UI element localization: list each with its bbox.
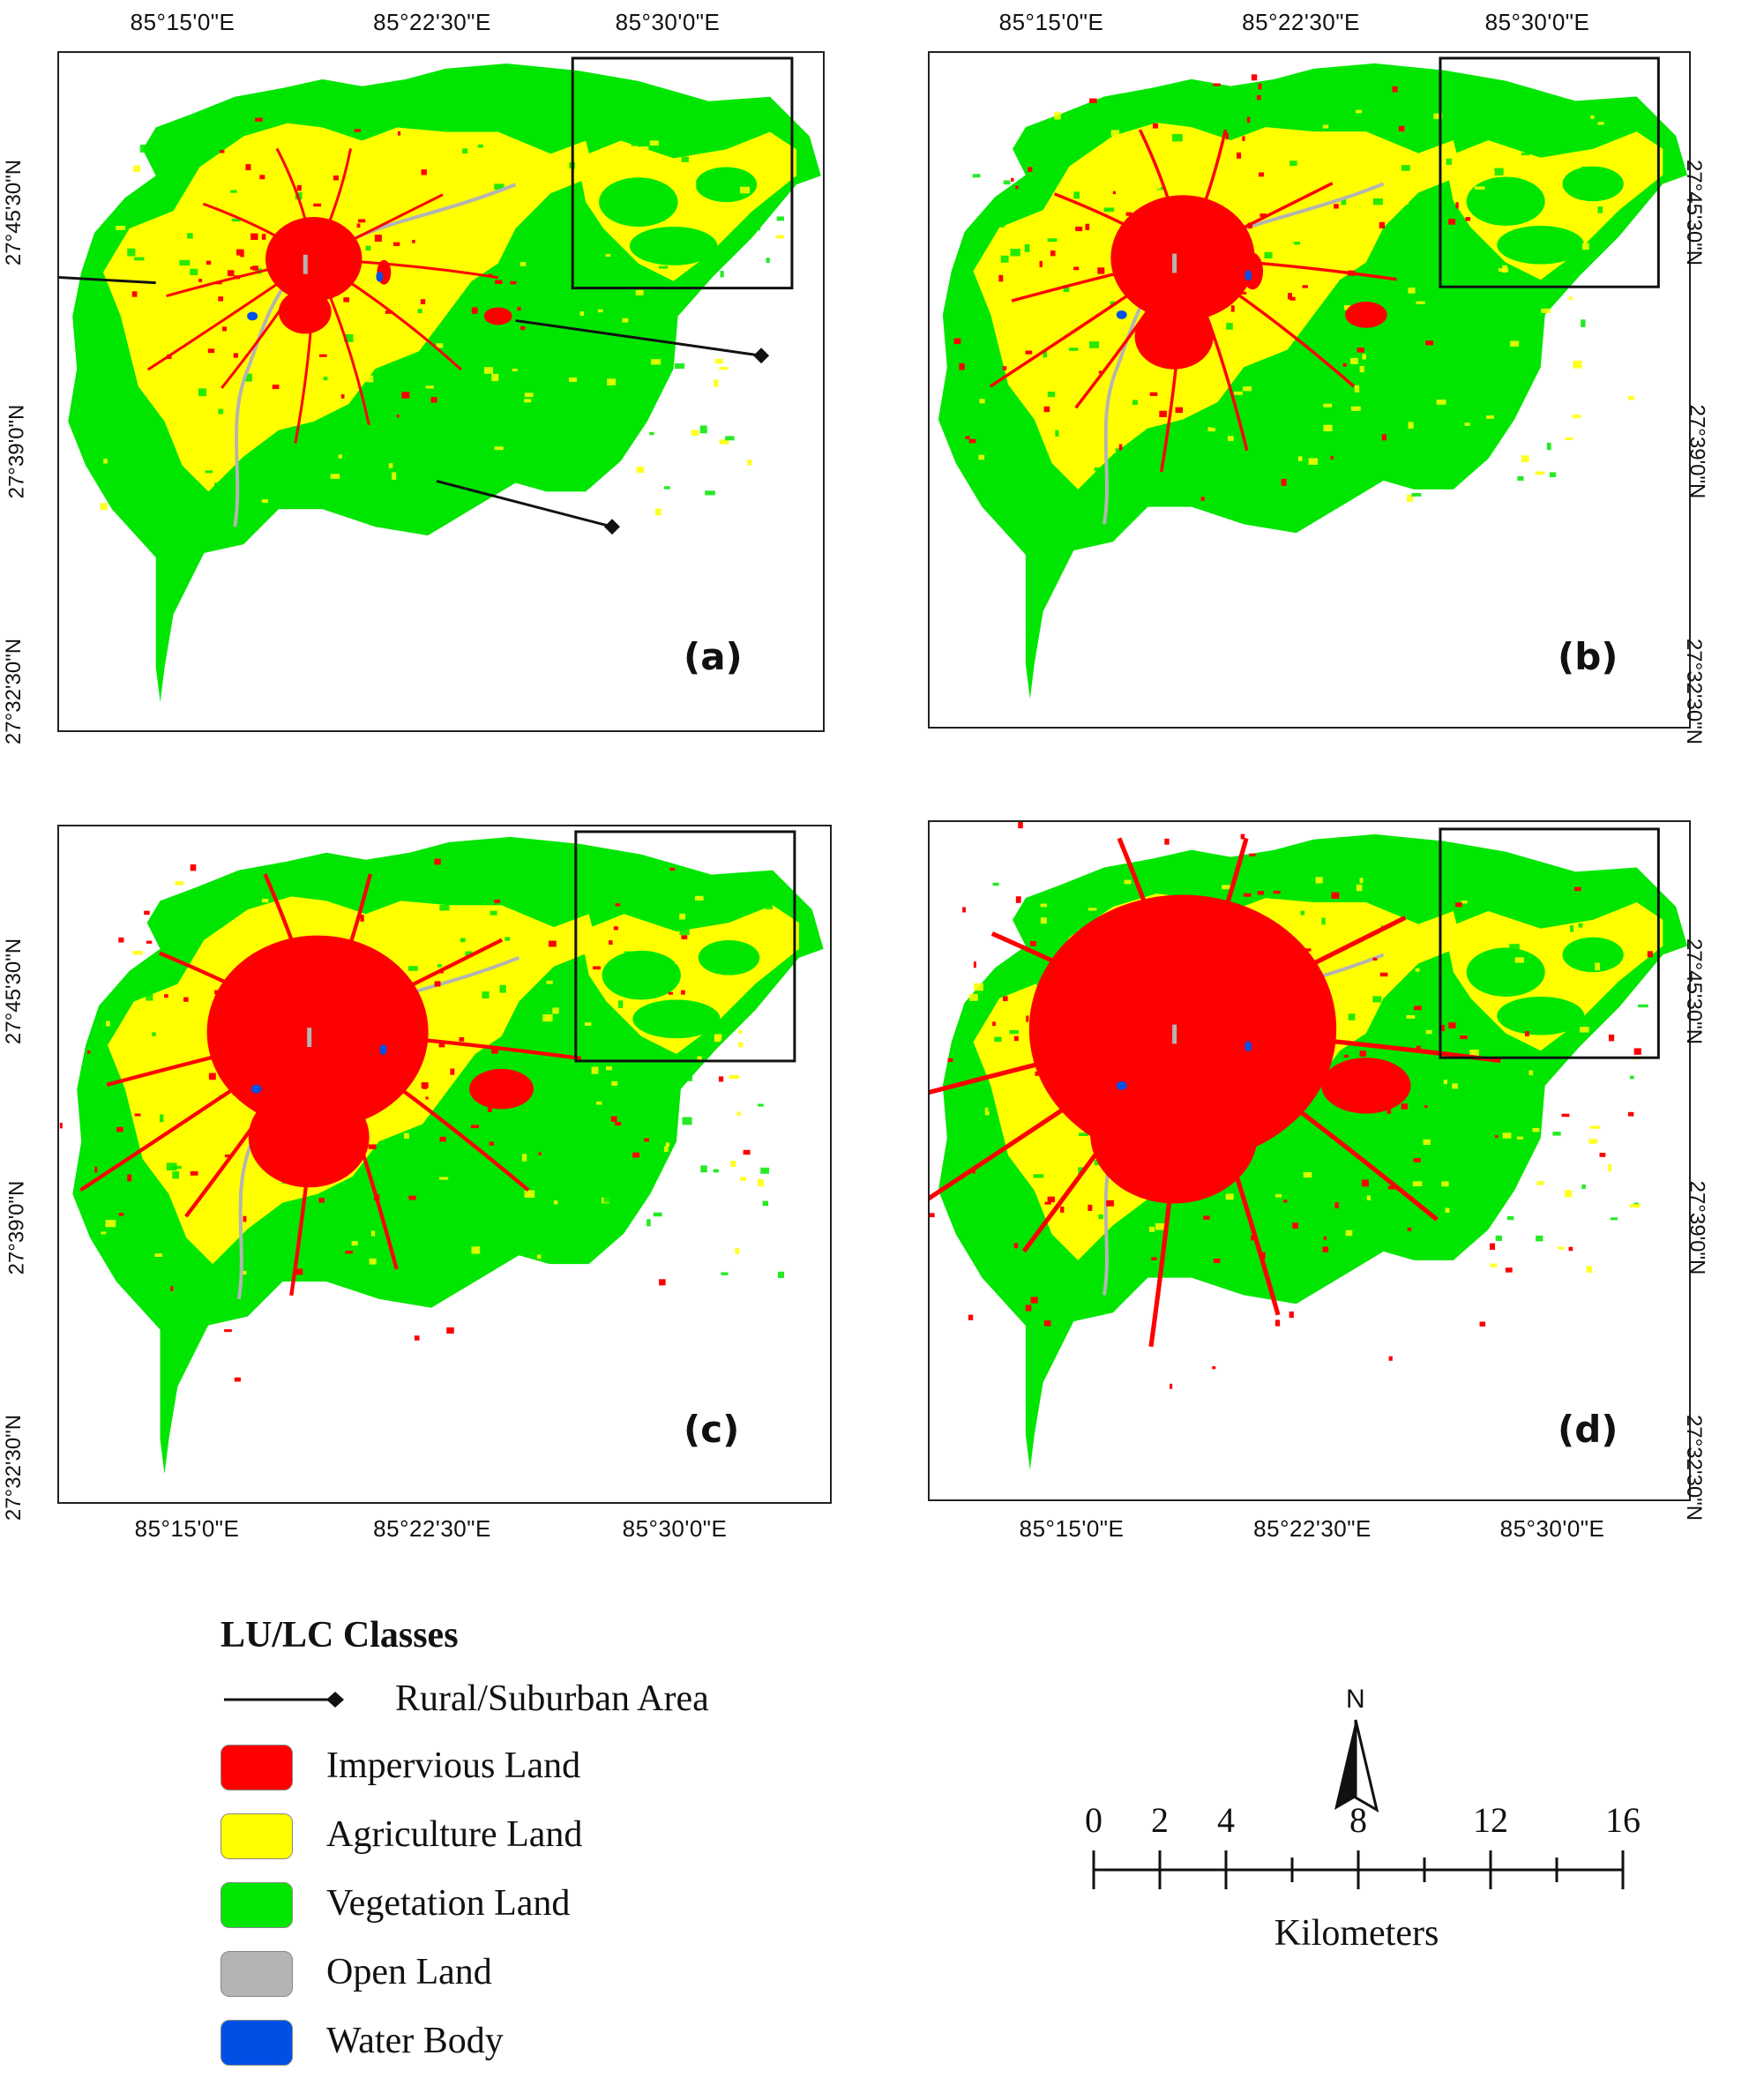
lon-label: 85°22'30"E <box>373 9 491 35</box>
north-label: N <box>1346 1685 1365 1714</box>
lulc-map-c <box>59 830 824 1475</box>
legend-swatch <box>220 2020 293 2066</box>
legend-label: Agriculture Land <box>326 1814 583 1855</box>
panel-label-b: (b) <box>1558 635 1618 678</box>
lulc-map-b <box>930 56 1688 699</box>
legend-label: Open Land <box>326 1952 492 1992</box>
lon-label: 85°30'0"E <box>615 9 721 35</box>
lon-label: 85°15'0"E <box>130 9 235 35</box>
legend-item: Water Body <box>220 2015 882 2067</box>
scale-tick-label: 12 <box>1473 1800 1508 1840</box>
legend-title: LU/LC Classes <box>220 1615 459 1656</box>
panel-label-d: (d) <box>1558 1408 1618 1451</box>
scale-tick-label: 8 <box>1349 1800 1367 1840</box>
lon-label: 85°15'0"E <box>998 9 1104 35</box>
scale-tick-label: 2 <box>1151 1800 1169 1840</box>
map-frame-b <box>928 51 1691 729</box>
lat-label: 27°32'30"N <box>2 638 26 745</box>
legend-label: Water Body <box>326 2021 504 2061</box>
lat-label: 27°32'30"N <box>2 1414 26 1521</box>
lat-label: 27°32'30"N <box>1682 1414 1707 1521</box>
legend-swatch <box>220 1882 293 1928</box>
scale-unit: Kilometers <box>1274 1913 1439 1954</box>
lat-label: 27°45'30"N <box>2 938 26 1045</box>
scale-tick-label: 16 <box>1605 1800 1641 1840</box>
legend-swatch <box>220 1951 293 1997</box>
lon-label: 85°30'0"E <box>1484 9 1590 35</box>
legend-swatch <box>220 1745 293 1790</box>
lat-label: 27°45'30"N <box>2 159 26 266</box>
legend-label: Rural/Suburban Area <box>395 1678 709 1719</box>
map-frame-a <box>57 51 825 732</box>
lat-label: 27°39'0"N <box>1685 404 1709 499</box>
lulc-map-d <box>930 822 1688 1470</box>
lon-label: 85°15'0"E <box>1019 1515 1125 1542</box>
legend-swatch <box>220 1813 293 1859</box>
lat-label: 27°32'30"N <box>1682 638 1707 745</box>
north-arrow-icon <box>1334 1719 1379 1813</box>
legend-item: Open Land <box>220 1946 882 1999</box>
lon-label: 85°22'30"E <box>373 1515 491 1542</box>
legend: LU/LC Classes Rural/Suburban Area Imperv… <box>220 1614 882 2073</box>
panel-label-c: (c) <box>684 1408 740 1451</box>
lat-label: 27°45'30"N <box>1682 159 1707 266</box>
lat-label: 27°39'0"N <box>1685 1180 1709 1275</box>
rural-marker-icon <box>224 1692 344 1708</box>
scale-bar-block: N 0 2 4 8 12 16 Kilometers <box>1058 1685 1676 1967</box>
scale-bar <box>1092 1850 1625 1889</box>
lon-label: 85°22'30"E <box>1242 9 1360 35</box>
legend-item: Impervious Land <box>220 1739 882 1792</box>
scale-tick-label: 4 <box>1217 1800 1235 1840</box>
lat-label: 27°39'0"N <box>4 404 29 499</box>
panel-label-a: (a) <box>684 635 743 678</box>
lon-label: 85°15'0"E <box>134 1515 240 1542</box>
scale-tick-label: 0 <box>1085 1800 1102 1840</box>
legend-item: Vegetation Land <box>220 1877 882 1930</box>
map-frame-d <box>928 820 1691 1501</box>
lon-label: 85°30'0"E <box>1499 1515 1605 1542</box>
legend-label: Impervious Land <box>326 1745 581 1786</box>
lulc-map-a <box>59 56 821 703</box>
lat-label: 27°39'0"N <box>4 1180 29 1275</box>
legend-label: Vegetation Land <box>326 1883 571 1924</box>
map-frame-c <box>57 825 832 1504</box>
lon-label: 85°22'30"E <box>1253 1515 1372 1542</box>
legend-item-rural: Rural/Suburban Area <box>220 1672 882 1725</box>
lat-label: 27°45'30"N <box>1682 938 1707 1045</box>
legend-item: Agriculture Land <box>220 1808 882 1861</box>
lon-label: 85°30'0"E <box>622 1515 728 1542</box>
